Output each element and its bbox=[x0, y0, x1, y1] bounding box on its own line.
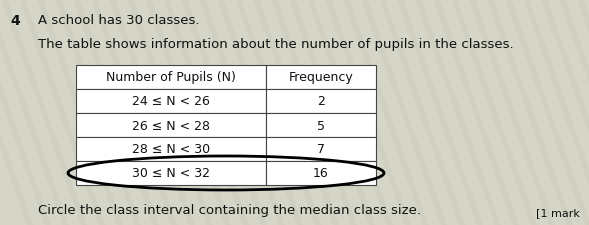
Bar bbox=[76, 161, 266, 185]
Text: 16: 16 bbox=[313, 167, 329, 180]
Bar bbox=[76, 90, 266, 113]
Text: 7: 7 bbox=[317, 143, 325, 156]
Text: 30 ≤ N < 32: 30 ≤ N < 32 bbox=[132, 167, 210, 180]
Text: 4: 4 bbox=[10, 14, 20, 28]
Bar bbox=[266, 90, 376, 113]
Bar bbox=[266, 161, 376, 185]
Bar bbox=[266, 66, 376, 90]
Text: Frequency: Frequency bbox=[289, 71, 353, 84]
Text: 26 ≤ N < 28: 26 ≤ N < 28 bbox=[132, 119, 210, 132]
Text: 2: 2 bbox=[317, 95, 325, 108]
Text: A school has 30 classes.: A school has 30 classes. bbox=[38, 14, 200, 27]
Bar bbox=[266, 113, 376, 137]
Text: [1 mark: [1 mark bbox=[536, 207, 580, 217]
Text: 5: 5 bbox=[317, 119, 325, 132]
Text: The table shows information about the number of pupils in the classes.: The table shows information about the nu… bbox=[38, 38, 514, 51]
Bar bbox=[76, 66, 266, 90]
Bar bbox=[266, 137, 376, 161]
Text: 28 ≤ N < 30: 28 ≤ N < 30 bbox=[132, 143, 210, 156]
Text: Circle the class interval containing the median class size.: Circle the class interval containing the… bbox=[38, 203, 421, 216]
Bar bbox=[76, 137, 266, 161]
Bar bbox=[76, 113, 266, 137]
Text: Number of Pupils (N): Number of Pupils (N) bbox=[106, 71, 236, 84]
Text: 24 ≤ N < 26: 24 ≤ N < 26 bbox=[132, 95, 210, 108]
